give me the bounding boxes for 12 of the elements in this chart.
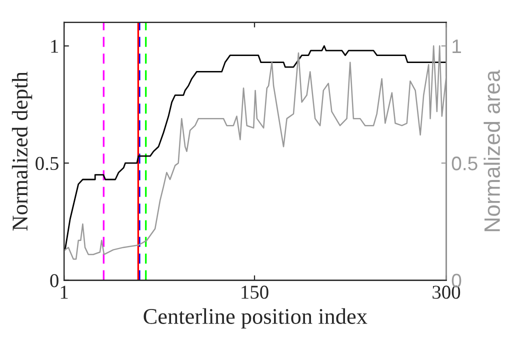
y-tick-label: 1 xyxy=(51,40,58,53)
x-tick-label: 300 xyxy=(432,286,460,299)
y2-tick-label: 0.5 xyxy=(452,156,478,170)
y2-tick-label: 1 xyxy=(452,40,461,53)
x-axis-title: Centerline position index xyxy=(144,308,368,328)
x-tick-label: 150 xyxy=(242,286,268,299)
y-tick-label: 0 xyxy=(50,274,58,288)
y2-axis-title: Normalized area xyxy=(484,70,500,232)
y2-tick-label: 0 xyxy=(452,274,462,288)
y-tick-label: 0.5 xyxy=(36,156,58,170)
y-axis-title: Normalized depth xyxy=(12,72,32,231)
x-tick-label: 1 xyxy=(60,286,68,299)
